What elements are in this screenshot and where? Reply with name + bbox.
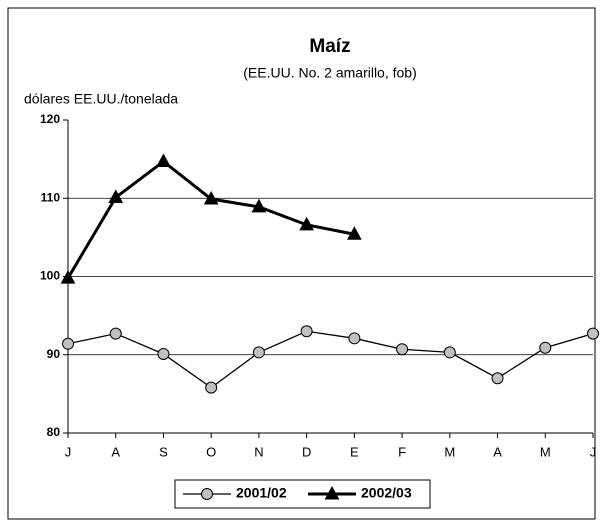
x-tick-label: F — [398, 444, 406, 459]
x-tick-label: D — [302, 444, 311, 459]
x-tick-label: O — [206, 444, 216, 459]
x-tick-label: M — [540, 444, 551, 459]
data-point — [299, 216, 314, 231]
y-tick-label: 110 — [41, 190, 61, 204]
data-point — [300, 325, 313, 338]
x-tick-label: J — [590, 444, 597, 459]
data-point — [205, 381, 218, 394]
chart-subtitle: (EE.UU. No. 2 amarillo, fob) — [243, 65, 417, 81]
legend-label: 2002/03 — [361, 485, 412, 501]
legend-marker — [201, 488, 213, 500]
x-tick-label: J — [65, 444, 72, 459]
x-tick-label: M — [444, 444, 455, 459]
y-tick-label: 100 — [40, 269, 60, 283]
y-tick-label: 80 — [47, 425, 61, 439]
data-point — [396, 343, 409, 356]
legend-marker — [324, 485, 340, 500]
data-point — [251, 198, 267, 213]
y-tick-label: 90 — [47, 347, 61, 361]
data-point — [347, 226, 362, 240]
data-point — [157, 347, 170, 360]
x-tick-label: A — [111, 444, 120, 459]
data-point — [60, 270, 76, 284]
data-point — [156, 153, 171, 167]
data-point — [203, 190, 219, 205]
legend-label: 2001/02 — [236, 485, 287, 501]
x-tick-label: S — [159, 444, 168, 459]
data-point — [443, 346, 456, 359]
data-point — [62, 337, 74, 350]
x-tick-label: N — [254, 444, 263, 459]
chart-title: Maíz — [309, 36, 350, 57]
data-point — [108, 189, 124, 203]
x-tick-label: A — [493, 444, 502, 459]
data-point — [587, 327, 599, 340]
y-tick-label: 120 — [40, 112, 60, 126]
y-axis-label: dólares EE.UU./tonelada — [24, 91, 178, 107]
series-line — [67, 330, 594, 389]
data-point — [491, 372, 504, 385]
data-point — [109, 327, 122, 340]
data-point — [348, 332, 361, 345]
x-tick-label: E — [350, 444, 359, 459]
data-point — [539, 341, 552, 354]
data-point — [252, 346, 265, 359]
chart-frame — [7, 7, 596, 520]
